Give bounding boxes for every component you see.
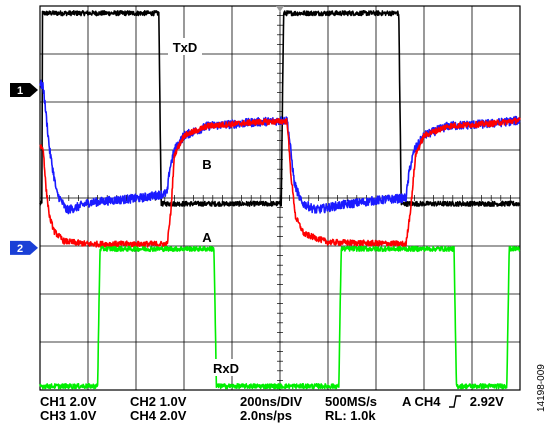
channel-marker-ch2: 2 [10, 240, 38, 255]
trigger-setting: A CH4 2.92V [402, 395, 504, 409]
channel-markers: 12 [10, 83, 38, 255]
ch2-setting: CH2 1.0V [130, 394, 187, 409]
trace-labels: TxD B A RxD [168, 38, 243, 376]
marker-shape-ch1 [10, 83, 38, 97]
waveform-rxd [39, 245, 521, 390]
ch4-setting: CH4 2.0V [130, 408, 187, 423]
label-backing-b [198, 155, 216, 172]
trace-label-a: A [202, 230, 212, 245]
label-backing-rxd [209, 359, 243, 376]
sample-rate-setting: 500MS/s [325, 394, 378, 409]
trigger-source: A CH4 [402, 394, 441, 409]
marker-label-ch1: 1 [17, 85, 23, 97]
timebase-setting: 200ns/DIV [240, 394, 303, 409]
trace-a [39, 117, 521, 248]
waveform-traces [39, 10, 521, 390]
rising-edge-icon [449, 395, 462, 408]
channel-marker-ch1: 1 [10, 83, 38, 97]
resolution-setting: 2.0ns/ps [240, 408, 293, 423]
label-backing-a [198, 228, 216, 245]
trace-label-b: B [202, 157, 211, 172]
load-setting: RL: 1.0k [325, 408, 376, 423]
trigger-position-marker [276, 6, 284, 12]
ch3-setting: CH3 1.0V [40, 408, 97, 423]
waveform-txd [39, 10, 521, 207]
ch1-setting: CH1 2.0V [40, 394, 97, 409]
figure-id: 14198-009 [536, 364, 547, 412]
trace-label-txd: TxD [173, 40, 198, 55]
waveform-a [39, 117, 521, 248]
trigger-level: 2.92V [469, 394, 504, 409]
label-backing-txd [168, 38, 202, 55]
trace-label-rxd: RxD [213, 361, 239, 376]
trace-rxd [39, 245, 521, 390]
trace-txd [39, 10, 521, 207]
marker-label-ch2: 2 [17, 243, 23, 255]
marker-shape-ch2 [10, 240, 38, 255]
